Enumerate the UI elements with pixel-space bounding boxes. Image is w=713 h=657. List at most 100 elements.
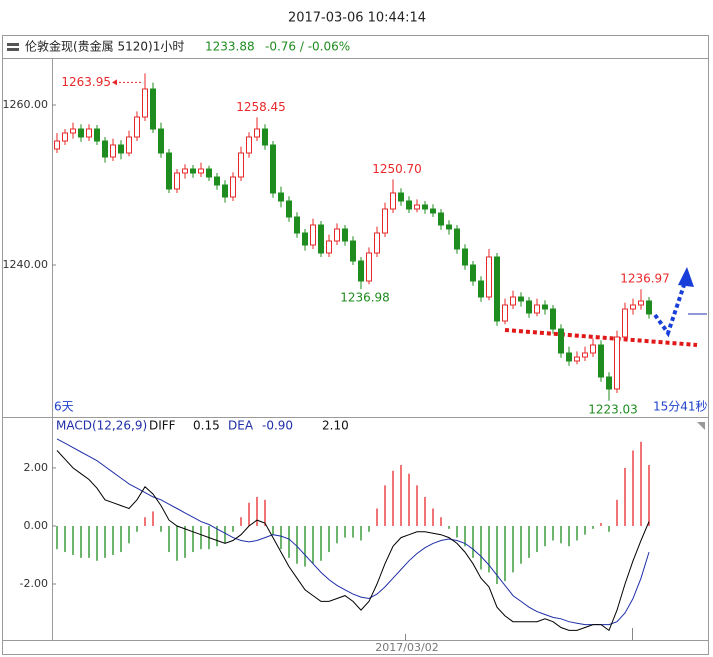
annotation-arrow bbox=[112, 79, 117, 86]
candle-body bbox=[238, 152, 244, 178]
x-axis-label: 2017/03/02 bbox=[375, 641, 438, 654]
candle-body bbox=[54, 140, 60, 150]
candle-body bbox=[222, 184, 228, 198]
y-tick-label: 2.00 bbox=[24, 461, 49, 474]
candle-body bbox=[118, 144, 124, 154]
candle-body bbox=[590, 344, 596, 354]
annotation: 1236.97 bbox=[620, 272, 670, 286]
arrow-head bbox=[678, 267, 694, 287]
y-tick-label: 1260.00 bbox=[3, 98, 49, 111]
candle-body bbox=[350, 240, 356, 262]
candle-body bbox=[270, 144, 276, 194]
candle-body bbox=[494, 256, 500, 322]
candle-body bbox=[70, 128, 76, 134]
candle-body bbox=[254, 128, 260, 138]
dea-value: -0.90 bbox=[262, 419, 293, 433]
candle-body bbox=[94, 128, 100, 142]
candle-body bbox=[134, 116, 140, 138]
timestamp: 2017-03-06 10:44:14 bbox=[288, 11, 426, 26]
annotation: 1258.45 bbox=[236, 100, 286, 114]
candle-body bbox=[526, 300, 532, 314]
y-tick-label: -2.00 bbox=[20, 577, 48, 590]
icon-bar bbox=[7, 43, 19, 46]
candle-body bbox=[478, 280, 484, 298]
candle-body bbox=[286, 200, 292, 218]
candle-body bbox=[518, 296, 524, 302]
annotation: 1250.70 bbox=[372, 162, 422, 176]
candle-body bbox=[534, 304, 540, 314]
candle-body bbox=[486, 256, 492, 298]
price-change: -0.76 / -0.06% bbox=[265, 40, 350, 54]
last-price: 1233.88 bbox=[205, 40, 255, 54]
candle-body bbox=[646, 300, 652, 315]
candle-body bbox=[182, 168, 188, 174]
diff-value: 0.15 bbox=[193, 419, 220, 433]
candle-body bbox=[566, 352, 572, 362]
annotation: 1263.95 bbox=[61, 75, 111, 89]
candle-body bbox=[406, 200, 412, 210]
candle-body bbox=[102, 140, 108, 158]
period-note: 6天 bbox=[54, 400, 74, 414]
dea-name: DEA bbox=[228, 419, 254, 433]
candle-body bbox=[398, 192, 404, 202]
candle-body bbox=[126, 136, 132, 154]
instrument-title: 伦敦金现(贵金属 5120)1小时 bbox=[25, 39, 184, 54]
candle-body bbox=[574, 356, 580, 362]
candle-body bbox=[262, 128, 268, 146]
annotation: 1223.03 bbox=[588, 402, 638, 416]
toolbar-icon[interactable] bbox=[7, 43, 19, 51]
candle-body bbox=[582, 352, 588, 358]
candle-body bbox=[614, 336, 620, 390]
macd-value: 2.10 bbox=[322, 419, 349, 433]
candle-body bbox=[462, 248, 468, 266]
diff-name: DIFF bbox=[149, 419, 176, 433]
candle-body bbox=[382, 208, 388, 234]
candle-body bbox=[502, 304, 508, 322]
candle-body bbox=[542, 304, 548, 310]
candle-body bbox=[86, 128, 92, 138]
candle-body bbox=[438, 212, 444, 226]
candle-body bbox=[358, 260, 364, 282]
macd-title: MACD(12,26,9) bbox=[56, 419, 147, 433]
candle-body bbox=[150, 88, 156, 130]
candle-body bbox=[366, 252, 372, 282]
candle-body bbox=[230, 176, 236, 198]
annotation: 1236.98 bbox=[340, 291, 390, 305]
candle-body bbox=[278, 192, 284, 202]
frame bbox=[2, 35, 709, 655]
candle-body bbox=[606, 376, 612, 390]
candle-body bbox=[310, 224, 316, 246]
candle-body bbox=[326, 240, 332, 254]
candle-body bbox=[334, 228, 340, 242]
candle-body bbox=[598, 344, 604, 378]
panel-toggle[interactable] bbox=[697, 422, 705, 430]
countdown: 15分41秒 bbox=[653, 400, 708, 414]
candle-body bbox=[62, 132, 68, 142]
candle-body bbox=[446, 224, 452, 230]
candle-body bbox=[294, 216, 300, 234]
y-tick-label: 1240.00 bbox=[3, 258, 49, 271]
candle-body bbox=[454, 228, 460, 250]
y-tick-label: 0.00 bbox=[24, 519, 49, 532]
candle-body bbox=[190, 168, 196, 174]
forecast-arrow bbox=[653, 284, 686, 338]
candle-body bbox=[206, 168, 212, 178]
icon-bar bbox=[7, 48, 19, 51]
candle-body bbox=[110, 144, 116, 158]
candle-body bbox=[142, 88, 148, 118]
candle-body bbox=[246, 136, 252, 154]
candle-body bbox=[158, 128, 164, 154]
candle-body bbox=[390, 192, 396, 210]
candle-body bbox=[342, 228, 348, 242]
candle-body bbox=[374, 232, 380, 254]
candle-body bbox=[302, 232, 308, 246]
candle-body bbox=[430, 208, 436, 214]
candle-body bbox=[214, 176, 220, 186]
candle-body bbox=[630, 304, 636, 310]
candle-body bbox=[422, 204, 428, 210]
candle-body bbox=[174, 172, 180, 190]
candle-body bbox=[318, 224, 324, 254]
